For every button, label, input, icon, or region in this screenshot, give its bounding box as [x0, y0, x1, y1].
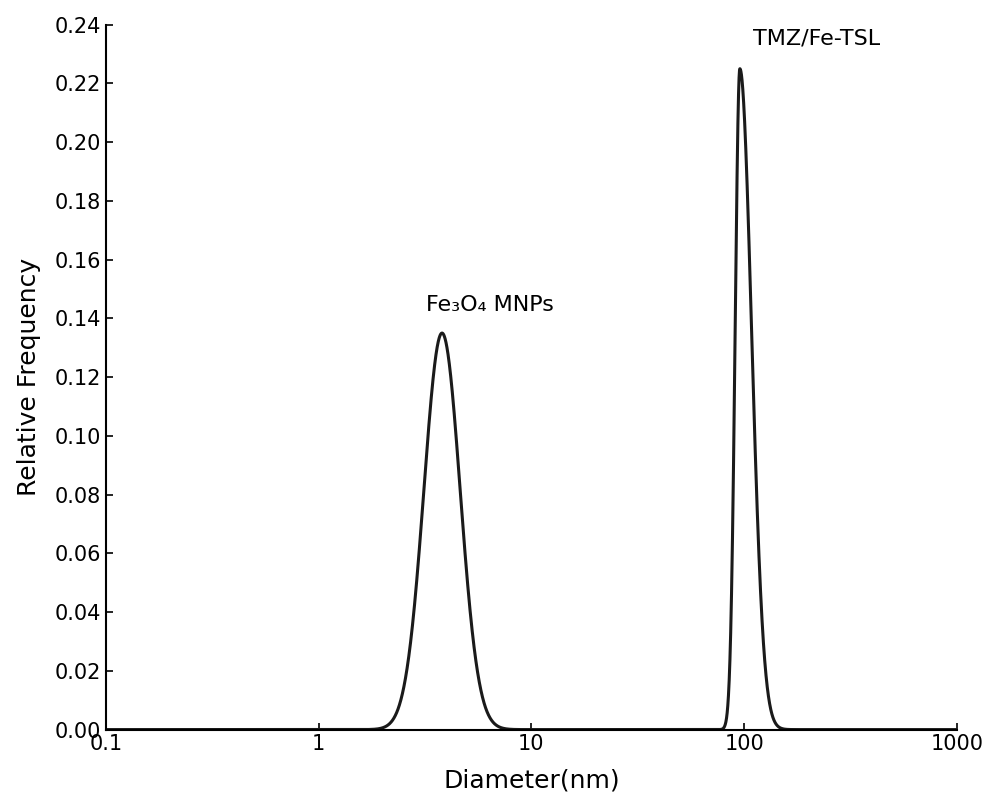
Text: Fe₃O₄ MNPs: Fe₃O₄ MNPs [426, 295, 554, 316]
Text: TMZ/Fe-TSL: TMZ/Fe-TSL [753, 28, 880, 49]
Y-axis label: Relative Frequency: Relative Frequency [17, 258, 41, 496]
X-axis label: Diameter(nm): Diameter(nm) [443, 769, 620, 792]
